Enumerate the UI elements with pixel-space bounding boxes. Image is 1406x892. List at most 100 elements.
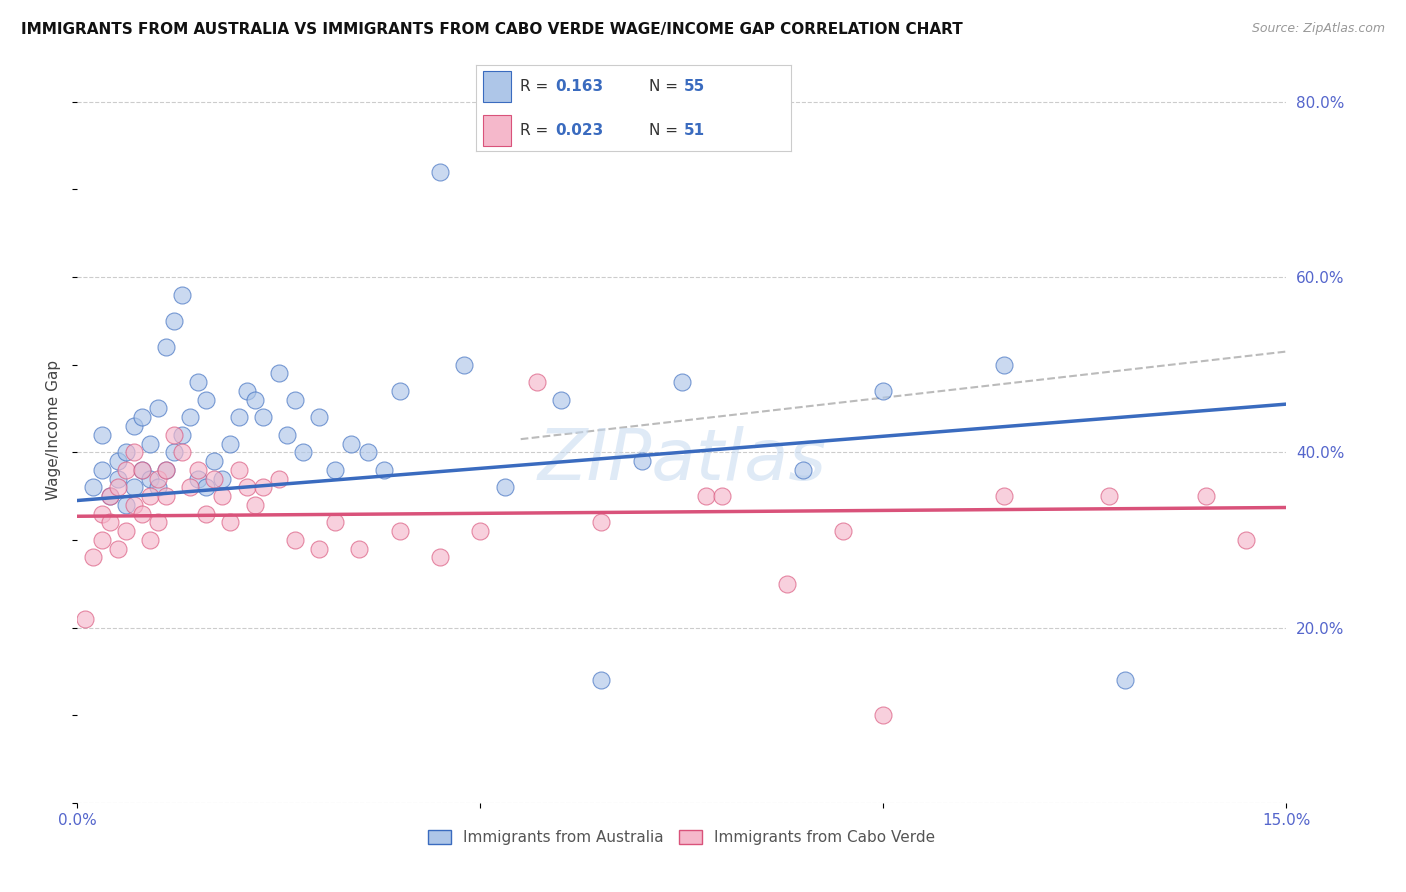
Immigrants from Cabo Verde — [107, 541, 129, 556]
Immigrants from Australia — [267, 367, 290, 381]
Immigrants from Cabo Verde — [146, 516, 169, 530]
Immigrants from Australia — [235, 384, 257, 398]
Immigrants from Australia — [122, 480, 145, 494]
Immigrants from Australia — [292, 445, 315, 459]
Immigrants from Australia — [187, 472, 209, 486]
Immigrants from Cabo Verde — [122, 445, 145, 459]
Immigrants from Australia — [195, 392, 218, 407]
Immigrants from Australia — [155, 340, 177, 354]
Immigrants from Cabo Verde — [872, 708, 894, 723]
Immigrants from Cabo Verde — [90, 507, 112, 521]
Immigrants from Cabo Verde — [1195, 489, 1218, 503]
Immigrants from Cabo Verde — [591, 516, 613, 530]
Immigrants from Australia — [195, 480, 218, 494]
Immigrants from Cabo Verde — [131, 507, 153, 521]
Legend: Immigrants from Australia, Immigrants from Cabo Verde: Immigrants from Australia, Immigrants fr… — [422, 823, 942, 851]
Immigrants from Cabo Verde — [526, 375, 548, 389]
Immigrants from Cabo Verde — [114, 524, 136, 538]
Immigrants from Cabo Verde — [114, 463, 136, 477]
Immigrants from Cabo Verde — [211, 489, 233, 503]
Immigrants from Cabo Verde — [155, 463, 177, 477]
Immigrants from Australia — [494, 480, 516, 494]
Immigrants from Australia — [1114, 673, 1136, 687]
Immigrants from Cabo Verde — [202, 472, 225, 486]
Immigrants from Cabo Verde — [75, 612, 97, 626]
Immigrants from Australia — [373, 463, 395, 477]
Immigrants from Australia — [172, 287, 194, 301]
Immigrants from Australia — [323, 463, 346, 477]
Immigrants from Australia — [308, 410, 330, 425]
Immigrants from Australia — [139, 472, 162, 486]
Immigrants from Cabo Verde — [695, 489, 717, 503]
Immigrants from Australia — [872, 384, 894, 398]
Immigrants from Australia — [276, 427, 298, 442]
Immigrants from Australia — [163, 445, 186, 459]
Immigrants from Cabo Verde — [90, 533, 112, 547]
Immigrants from Cabo Verde — [179, 480, 201, 494]
Immigrants from Australia — [139, 436, 162, 450]
Immigrants from Australia — [172, 427, 194, 442]
Immigrants from Cabo Verde — [832, 524, 855, 538]
Immigrants from Australia — [114, 498, 136, 512]
Immigrants from Cabo Verde — [82, 550, 104, 565]
Immigrants from Australia — [146, 480, 169, 494]
Immigrants from Australia — [252, 410, 274, 425]
Immigrants from Cabo Verde — [388, 524, 411, 538]
Immigrants from Cabo Verde — [1098, 489, 1121, 503]
Text: Source: ZipAtlas.com: Source: ZipAtlas.com — [1251, 22, 1385, 36]
Immigrants from Cabo Verde — [122, 498, 145, 512]
Immigrants from Australia — [591, 673, 613, 687]
Immigrants from Cabo Verde — [219, 516, 242, 530]
Immigrants from Cabo Verde — [98, 516, 121, 530]
Immigrants from Australia — [228, 410, 250, 425]
Immigrants from Cabo Verde — [993, 489, 1015, 503]
Immigrants from Cabo Verde — [349, 541, 371, 556]
Immigrants from Cabo Verde — [139, 533, 162, 547]
Immigrants from Cabo Verde — [711, 489, 734, 503]
Immigrants from Australia — [202, 454, 225, 468]
Immigrants from Cabo Verde — [146, 472, 169, 486]
Immigrants from Australia — [146, 401, 169, 416]
Immigrants from Cabo Verde — [252, 480, 274, 494]
Immigrants from Cabo Verde — [228, 463, 250, 477]
Immigrants from Australia — [107, 472, 129, 486]
Text: IMMIGRANTS FROM AUSTRALIA VS IMMIGRANTS FROM CABO VERDE WAGE/INCOME GAP CORRELAT: IMMIGRANTS FROM AUSTRALIA VS IMMIGRANTS … — [21, 22, 963, 37]
Immigrants from Australia — [98, 489, 121, 503]
Immigrants from Australia — [131, 410, 153, 425]
Immigrants from Australia — [179, 410, 201, 425]
Immigrants from Cabo Verde — [195, 507, 218, 521]
Immigrants from Australia — [453, 358, 475, 372]
Immigrants from Cabo Verde — [267, 472, 290, 486]
Immigrants from Australia — [243, 392, 266, 407]
Immigrants from Australia — [993, 358, 1015, 372]
Immigrants from Australia — [630, 454, 652, 468]
Immigrants from Australia — [219, 436, 242, 450]
Immigrants from Australia — [131, 463, 153, 477]
Immigrants from Cabo Verde — [284, 533, 307, 547]
Immigrants from Australia — [163, 314, 186, 328]
Immigrants from Australia — [211, 472, 233, 486]
Immigrants from Australia — [107, 454, 129, 468]
Immigrants from Australia — [114, 445, 136, 459]
Immigrants from Cabo Verde — [308, 541, 330, 556]
Immigrants from Australia — [90, 427, 112, 442]
Immigrants from Cabo Verde — [776, 576, 799, 591]
Immigrants from Australia — [429, 165, 451, 179]
Immigrants from Cabo Verde — [163, 427, 186, 442]
Immigrants from Cabo Verde — [98, 489, 121, 503]
Immigrants from Cabo Verde — [323, 516, 346, 530]
Immigrants from Cabo Verde — [187, 463, 209, 477]
Immigrants from Australia — [122, 419, 145, 434]
Immigrants from Cabo Verde — [470, 524, 492, 538]
Immigrants from Australia — [155, 463, 177, 477]
Immigrants from Australia — [388, 384, 411, 398]
Immigrants from Australia — [356, 445, 378, 459]
Immigrants from Australia — [284, 392, 307, 407]
Immigrants from Cabo Verde — [155, 489, 177, 503]
Text: ZIPatlas: ZIPatlas — [537, 425, 827, 495]
Immigrants from Australia — [340, 436, 363, 450]
Immigrants from Cabo Verde — [172, 445, 194, 459]
Immigrants from Australia — [671, 375, 693, 389]
Immigrants from Cabo Verde — [131, 463, 153, 477]
Immigrants from Australia — [90, 463, 112, 477]
